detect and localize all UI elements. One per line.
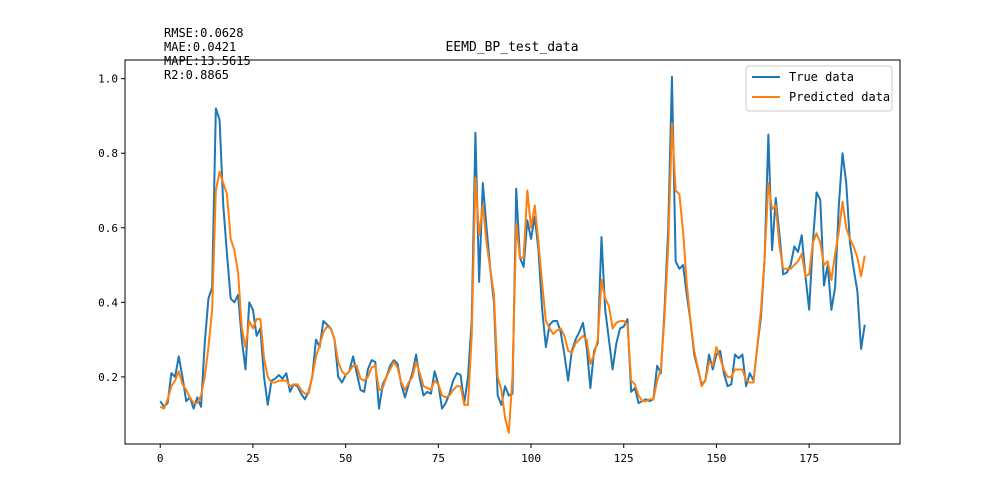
x-tick-label: 150 [707, 452, 727, 465]
y-tick-label: 0.4 [98, 296, 118, 309]
y-tick-label: 0.8 [98, 147, 118, 160]
y-axis: 0.2 0.4 0.6 0.8 1.0 [98, 73, 125, 384]
x-tick-label: 25 [246, 452, 259, 465]
x-tick-label: 0 [157, 452, 164, 465]
legend-label-true-data: True data [789, 70, 854, 84]
metric-r2: R2:0.8865 [164, 68, 229, 82]
x-tick-label: 125 [614, 452, 634, 465]
axes-frame [124, 59, 901, 445]
x-axis: 0 25 50 75 100 125 150 175 [157, 444, 819, 465]
y-tick-label: 0.6 [98, 222, 118, 235]
legend-box [745, 65, 893, 112]
x-tick-label: 100 [521, 452, 541, 465]
metric-mape: MAPE:13.5615 [164, 54, 251, 68]
chart-title: EEMD_BP_test_data [445, 40, 578, 55]
metric-mae: MAE:0.0421 [164, 40, 236, 54]
legend: True data Predicted data [745, 65, 893, 112]
plot-area [159, 75, 866, 434]
y-tick-label: 1.0 [98, 73, 118, 86]
series-line-predicted-data [159, 122, 866, 434]
metric-rmse: RMSE:0.0628 [164, 26, 243, 40]
x-tick-label: 50 [339, 452, 352, 465]
legend-label-predicted-data: Predicted data [789, 90, 890, 104]
x-tick-label: 75 [432, 452, 445, 465]
x-tick-label: 175 [799, 452, 819, 465]
y-tick-label: 0.2 [98, 371, 118, 384]
